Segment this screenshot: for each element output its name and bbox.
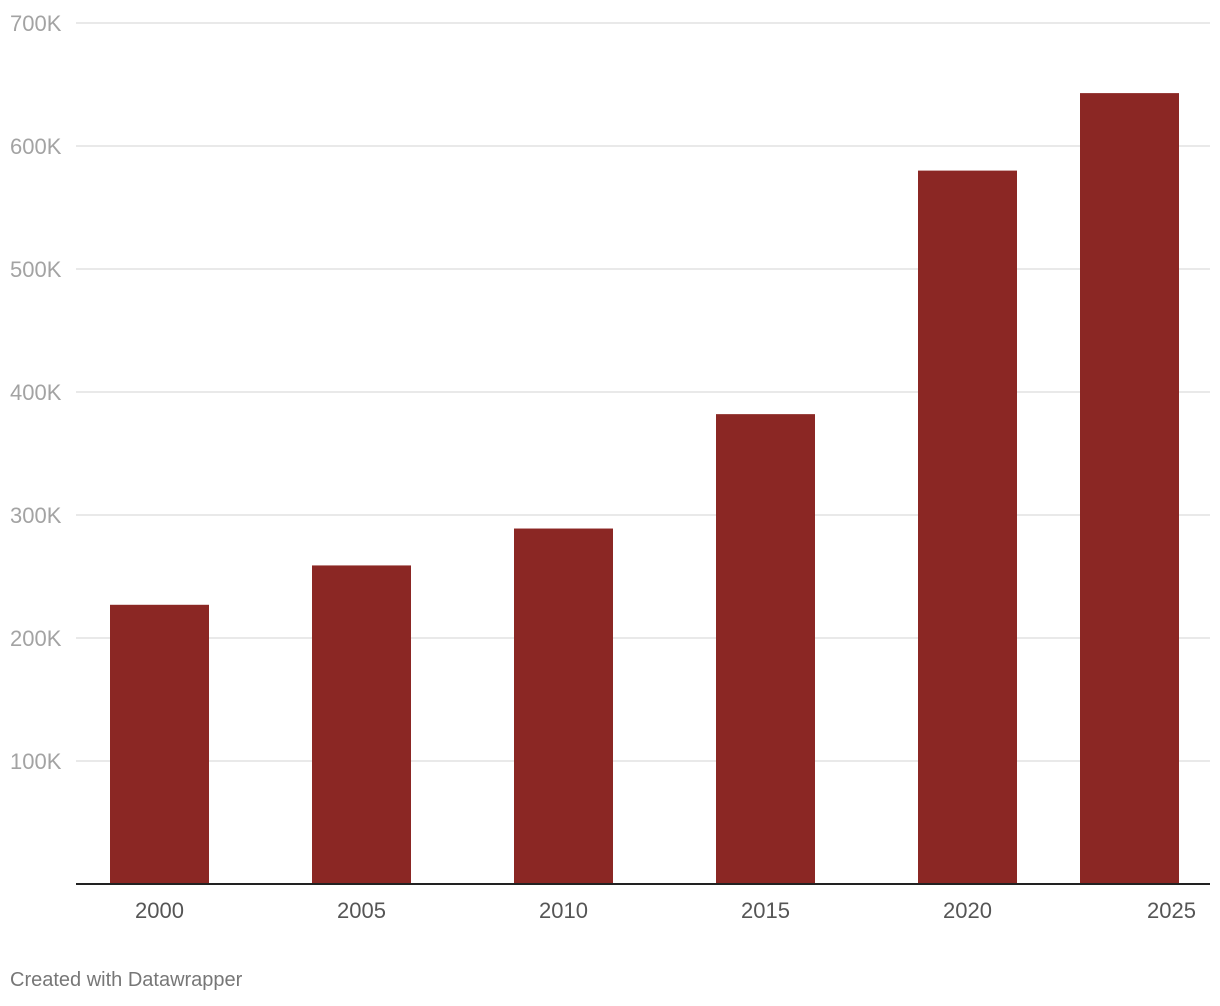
y-tick-label: 600K <box>10 134 62 159</box>
chart-plot-area: 100K 200K 300K 400K 500K 600K 700K 2000 2005 2010… <box>10 11 1210 923</box>
axes: 100K 200K 300K 400K 500K 600K 700K 2000 2005 2010… <box>10 11 1210 923</box>
x-tick-label: 2020 <box>943 898 992 923</box>
x-tick-label: 2015 <box>741 898 790 923</box>
x-tick-label: 2005 <box>337 898 386 923</box>
y-tick-label: 100K <box>10 749 62 774</box>
bar-2005[interactable] <box>312 565 411 884</box>
bar-2010[interactable] <box>514 528 613 884</box>
x-tick-label: 2000 <box>135 898 184 923</box>
y-tick-label: 200K <box>10 626 62 651</box>
bar-2025[interactable] <box>1080 93 1179 885</box>
x-tick-label: 2010 <box>539 898 588 923</box>
gridlines <box>76 22 1210 762</box>
y-tick-label: 300K <box>10 503 62 528</box>
bar-2000[interactable] <box>110 604 209 884</box>
bar-2020[interactable] <box>918 170 1017 885</box>
credit-text[interactable]: Created with Datawrapper <box>10 969 243 991</box>
y-tick-label: 500K <box>10 257 62 282</box>
y-tick-label: 400K <box>10 380 62 405</box>
x-tick-label: 2025 <box>1147 898 1196 923</box>
bar-2015[interactable] <box>716 414 815 884</box>
bars <box>110 93 1179 885</box>
y-tick-label: 700K <box>10 11 62 36</box>
